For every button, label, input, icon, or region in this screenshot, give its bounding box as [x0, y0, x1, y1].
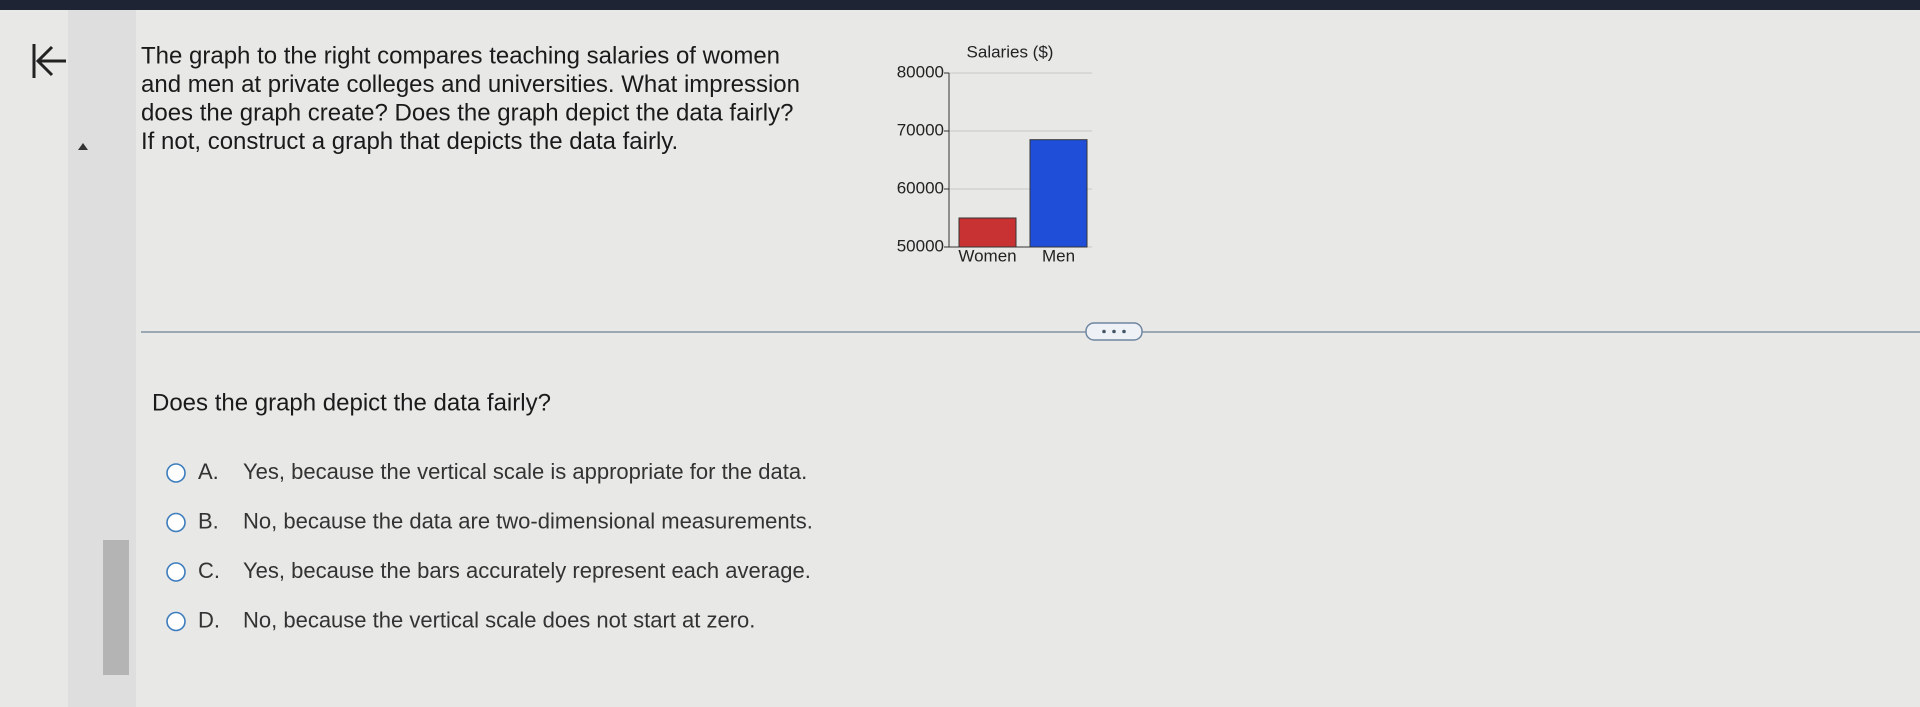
- back-button[interactable]: [32, 44, 66, 78]
- expand-button[interactable]: [1085, 322, 1143, 341]
- x-tick-label: Women: [958, 246, 1016, 265]
- radio-button[interactable]: [166, 611, 186, 632]
- option-text: No, because the data are two-dimensional…: [243, 508, 813, 533]
- side-scroll: [103, 540, 129, 675]
- question-line: and men at private colleges and universi…: [141, 71, 800, 98]
- chart-title: Salaries ($): [967, 42, 1054, 61]
- radio-button[interactable]: [166, 463, 186, 483]
- radio-button[interactable]: [166, 512, 186, 533]
- prompt: Does the graph depict the data fairly?: [152, 389, 551, 416]
- option-letter: A.: [198, 459, 219, 484]
- option-text: No, because the vertical scale does not …: [243, 607, 755, 632]
- question-line: If not, construct a graph that depicts t…: [141, 128, 678, 155]
- radio-button[interactable]: [166, 562, 186, 582]
- y-tick-label: 50000: [897, 236, 944, 255]
- question-line: does the graph create? Does the graph de…: [141, 99, 793, 126]
- x-tick-label: Men: [1042, 246, 1075, 265]
- y-tick-label: 70000: [897, 120, 944, 139]
- scroll-arrow[interactable]: [78, 143, 88, 150]
- y-tick-label: 60000: [897, 178, 944, 197]
- y-tick-label: 80000: [897, 62, 944, 81]
- bar: [1029, 139, 1088, 248]
- question-line: The graph to the right compares teaching…: [141, 42, 780, 69]
- option-text: Yes, because the bars accurately represe…: [243, 558, 811, 583]
- option-letter: C.: [198, 558, 220, 583]
- top-bar: [0, 0, 1920, 10]
- option-letter: B.: [198, 508, 219, 533]
- option-letter: D.: [198, 607, 220, 632]
- option-text: Yes, because the vertical scale is appro…: [243, 459, 807, 484]
- bar: [958, 217, 1017, 248]
